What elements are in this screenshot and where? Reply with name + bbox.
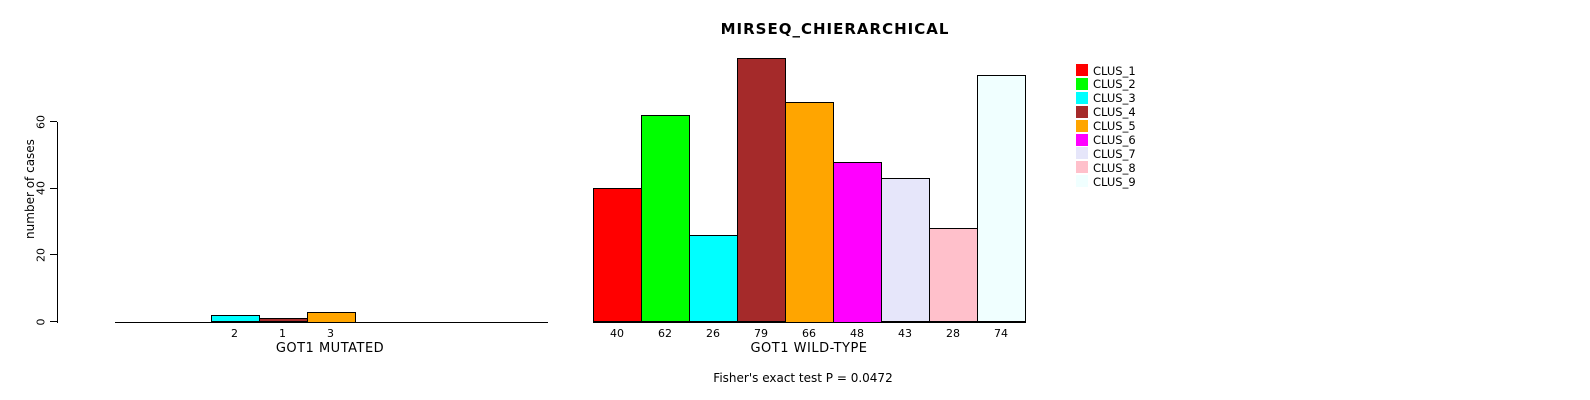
bar-value-label: 28 [946,327,960,340]
legend-label-clus_1: CLUS_1 [1093,63,1136,78]
bar-value-label: 40 [610,327,624,340]
y-tick-mark [50,321,57,322]
legend-label-clus_6: CLUS_6 [1093,133,1136,147]
bar-value-label: 74 [994,327,1008,340]
legend-label-clus_8: CLUS_8 [1093,160,1136,175]
legend-swatch-clus_6 [1076,133,1088,146]
bar-value-label: 26 [706,327,720,340]
legend-label-clus_9: CLUS_9 [1093,174,1136,189]
legend-swatch-clus_5 [1076,119,1088,132]
bar-CLUS_5-got1-mutated [306,311,356,323]
bar-value-label: 1 [279,327,286,340]
bar-CLUS_5-got1-wild-type [785,101,834,323]
legend-label-clus_4: CLUS_4 [1093,105,1136,120]
legend-label-clus_2: CLUS_2 [1093,77,1136,92]
legend-label-clus_7: CLUS_7 [1093,146,1136,161]
legend-swatch-clus_2 [1076,77,1088,90]
bar-value-label: 2 [231,327,238,340]
bar-value-label: 62 [658,327,672,340]
legend-swatch-clus_8 [1076,161,1088,174]
legend-swatch-clus_7 [1076,147,1088,160]
y-tick-label: 20 [34,247,48,262]
bar-value-label: 3 [327,327,334,340]
legend-swatch-clus_4 [1076,105,1088,118]
bar-CLUS_4-got1-mutated [258,318,308,323]
bar-CLUS_3-got1-wild-type [689,234,738,323]
bar-CLUS_2-got1-wild-type [641,114,690,323]
x-axis-label-got1-mutated: GOT1 MUTATED [275,341,385,356]
bar-CLUS_6-got1-wild-type [833,161,882,323]
legend-swatch-clus_9 [1076,175,1088,188]
bar-value-label: 66 [802,327,816,340]
x-axis-label-got1-wild-type: GOT1 WILD-TYPE [750,341,868,356]
chart-title: MIRSEQ_CHIERARCHICAL [720,20,950,38]
y-axis-line [57,121,58,323]
bar-CLUS_4-got1-wild-type [737,58,786,323]
legend-swatch-clus_1 [1076,64,1088,76]
y-tick-mark [50,187,57,189]
bar-CLUS_3-got1-mutated [210,314,260,323]
fisher-test-note: Fisher's exact test P = 0.0472 [713,371,893,385]
y-tick-mark [50,121,57,122]
y-tick-label: 0 [34,318,48,325]
bar-value-label: 43 [898,327,912,340]
y-tick-mark [50,254,57,256]
legend-label-clus_3: CLUS_3 [1093,91,1136,106]
bar-value-label: 79 [754,327,768,340]
bar-CLUS_7-got1-wild-type [881,178,930,323]
bar-CLUS_9-got1-wild-type [977,74,1026,323]
y-tick-label: 40 [34,181,48,196]
y-tick-label: 60 [34,114,48,129]
bar-value-label: 48 [850,327,864,340]
bar-CLUS_1-got1-wild-type [593,188,642,323]
bar-CLUS_8-got1-wild-type [929,228,978,323]
legend-swatch-clus_3 [1076,91,1088,104]
legend-label-clus_5: CLUS_5 [1093,119,1136,134]
